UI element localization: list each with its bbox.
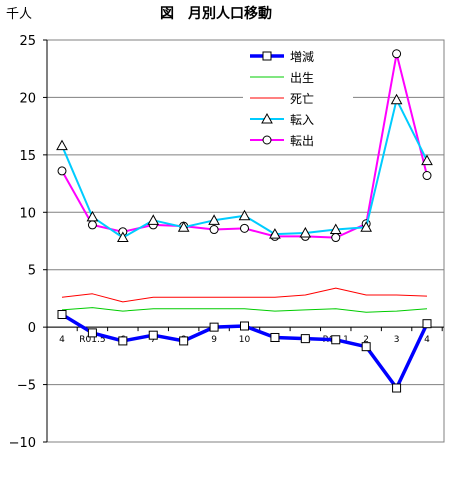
data-point-triangle [360,221,373,232]
data-point-triangle [177,221,190,232]
x-tick-label: 4 [424,335,430,345]
data-point-triangle [299,226,312,238]
data-point-circle [87,220,97,230]
data-point-square [331,335,341,345]
legend-label: 増減 [290,49,314,64]
y-tick-label: 15 [19,149,36,164]
data-point-triangle [208,214,220,225]
chart-title: 図 月別人口移動 [160,5,272,22]
data-point-square [270,332,280,342]
data-point-triangle [56,139,68,151]
x-tick-label: 10 [239,335,251,345]
y-unit-label: 千人 [6,7,32,22]
data-point-circle [262,135,272,145]
data-point-triangle [116,231,129,243]
legend-label: 死亡 [290,92,314,106]
x-tick-label: 2 [363,335,369,345]
y-tick-label: 25 [19,34,36,49]
y-tick-label: 5 [28,264,36,279]
data-point-square [392,383,402,393]
legend-label: 転出 [290,134,314,148]
data-point-square [179,336,189,346]
data-point-square [300,334,310,344]
y-tick-label: 20 [19,91,36,106]
data-point-circle [57,166,67,176]
data-point-circle [331,233,341,243]
data-point-circle [392,49,402,59]
data-point-triangle [390,93,403,105]
data-point-square [361,342,371,352]
y-tick-label: −5 [17,379,36,394]
data-point-triangle [238,209,251,221]
data-point-triangle [421,154,433,166]
data-point-triangle [269,228,281,239]
data-point-circle [240,223,249,233]
y-tick-labels: 25 20 15 10 5 0 −5 −10 [9,34,36,451]
y-tick-label: −10 [9,436,36,451]
x-tick-label: R01.5 [79,335,105,345]
x-tick-label: 3 [394,335,400,345]
data-point-square [118,336,128,346]
data-point-triangle [86,210,99,222]
y-tick-label: 0 [28,321,36,336]
legend-box [243,46,353,154]
legend-label: 出生 [290,71,314,85]
data-point-square [240,321,249,331]
data-point-triangle [329,223,342,235]
x-tick-label: 4 [59,335,65,345]
data-point-square [209,322,219,332]
data-point-square [262,51,272,61]
data-point-square [57,310,67,320]
data-point-square [87,328,97,338]
data-point-triangle [147,214,160,225]
series-line [61,287,428,303]
y-tick-label: 10 [19,206,36,221]
data-point-triangle [261,112,273,124]
legend-label: 転入 [290,113,314,127]
data-point-circle [209,225,219,235]
data-point-circle [422,171,432,181]
x-tick-label: 7 [150,335,156,345]
data-point-square [422,319,432,329]
series-group [56,49,433,393]
series-line [61,307,428,313]
x-tick-label: 9 [211,335,217,345]
data-point-square [148,330,158,340]
